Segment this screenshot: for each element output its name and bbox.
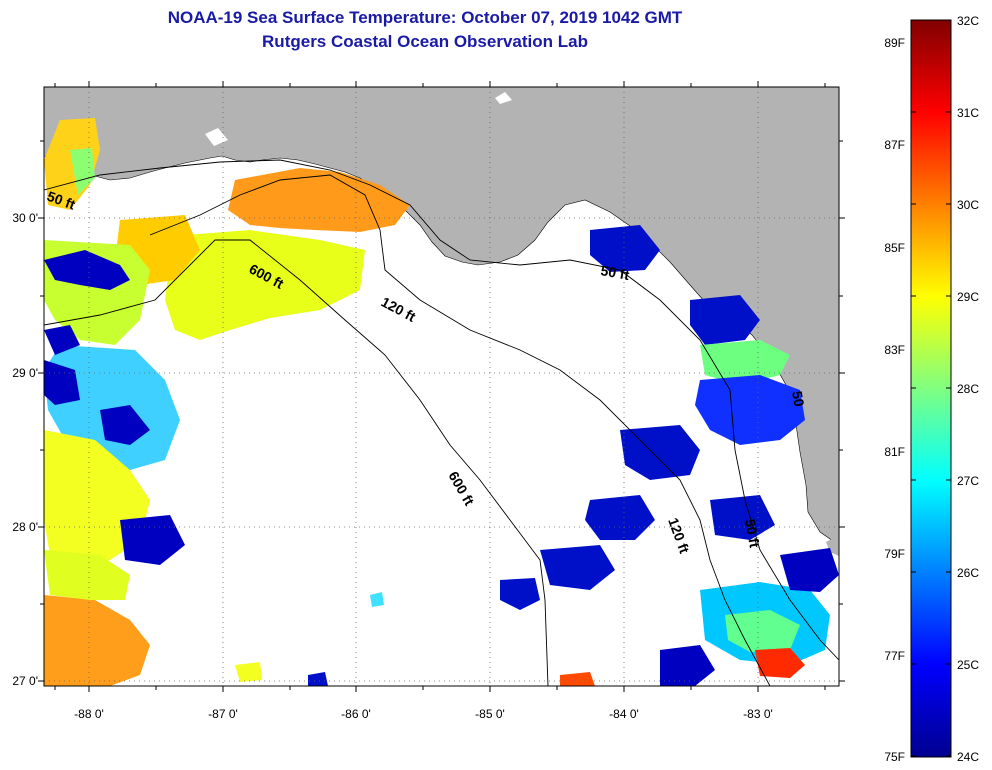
celsius-label: 29C <box>957 290 979 304</box>
celsius-label: 30C <box>957 198 979 212</box>
celsius-label: 27C <box>957 474 979 488</box>
contour-120ft <box>149 174 771 686</box>
land-area <box>826 535 839 556</box>
contour-600ft <box>44 239 549 686</box>
colorbar-gradient <box>910 19 952 758</box>
fahrenheit-label: 83F <box>884 343 905 357</box>
contour-50ft <box>44 159 839 661</box>
map-subtitle: Rutgers Coastal Ocean Observation Lab <box>262 32 588 51</box>
lat-tick-label: 28 0' <box>12 520 38 534</box>
fahrenheit-label: 87F <box>884 138 905 152</box>
fahrenheit-label: 89F <box>884 36 905 50</box>
fahrenheit-label: 81F <box>884 445 905 459</box>
lon-tick-label: -86 0' <box>341 707 371 721</box>
depth-label: 50 ft <box>599 262 630 283</box>
celsius-label: 32C <box>957 14 979 28</box>
celsius-label: 31C <box>957 106 979 120</box>
fahrenheit-label: 85F <box>884 241 905 255</box>
fahrenheit-label: 79F <box>884 547 905 561</box>
map-frame <box>43 86 840 687</box>
map-title: NOAA-19 Sea Surface Temperature: October… <box>167 8 683 27</box>
lon-tick-label: -84 0' <box>609 707 639 721</box>
sst-patches <box>44 118 839 686</box>
depth-contours <box>44 159 839 686</box>
lon-tick-label: -85 0' <box>475 707 505 721</box>
fahrenheit-label: 77F <box>884 649 905 663</box>
lat-tick-label: 30 0' <box>12 211 38 225</box>
celsius-label: 25C <box>957 658 979 672</box>
depth-label: 50 ft <box>742 518 763 549</box>
lat-tick-label: 27 0' <box>12 674 38 688</box>
fahrenheit-label: 75F <box>884 750 905 764</box>
celsius-label: 24C <box>957 750 979 764</box>
lat-tick-label: 29 0' <box>12 366 38 380</box>
depth-label: 50 <box>789 390 807 408</box>
lon-tick-label: -83 0' <box>743 707 773 721</box>
celsius-label: 26C <box>957 566 979 580</box>
celsius-label: 28C <box>957 382 979 396</box>
inland-bay <box>205 128 228 146</box>
inland-bay <box>495 92 512 104</box>
axis-ticks <box>38 81 845 692</box>
lon-tick-label: -88 0' <box>74 707 104 721</box>
latitude-axis: 27 0' 28 0' 29 0' 30 0' <box>12 211 38 688</box>
longitude-axis: -88 0' -87 0' -86 0' -85 0' -84 0' -83 0… <box>74 707 773 721</box>
lon-tick-label: -87 0' <box>208 707 238 721</box>
